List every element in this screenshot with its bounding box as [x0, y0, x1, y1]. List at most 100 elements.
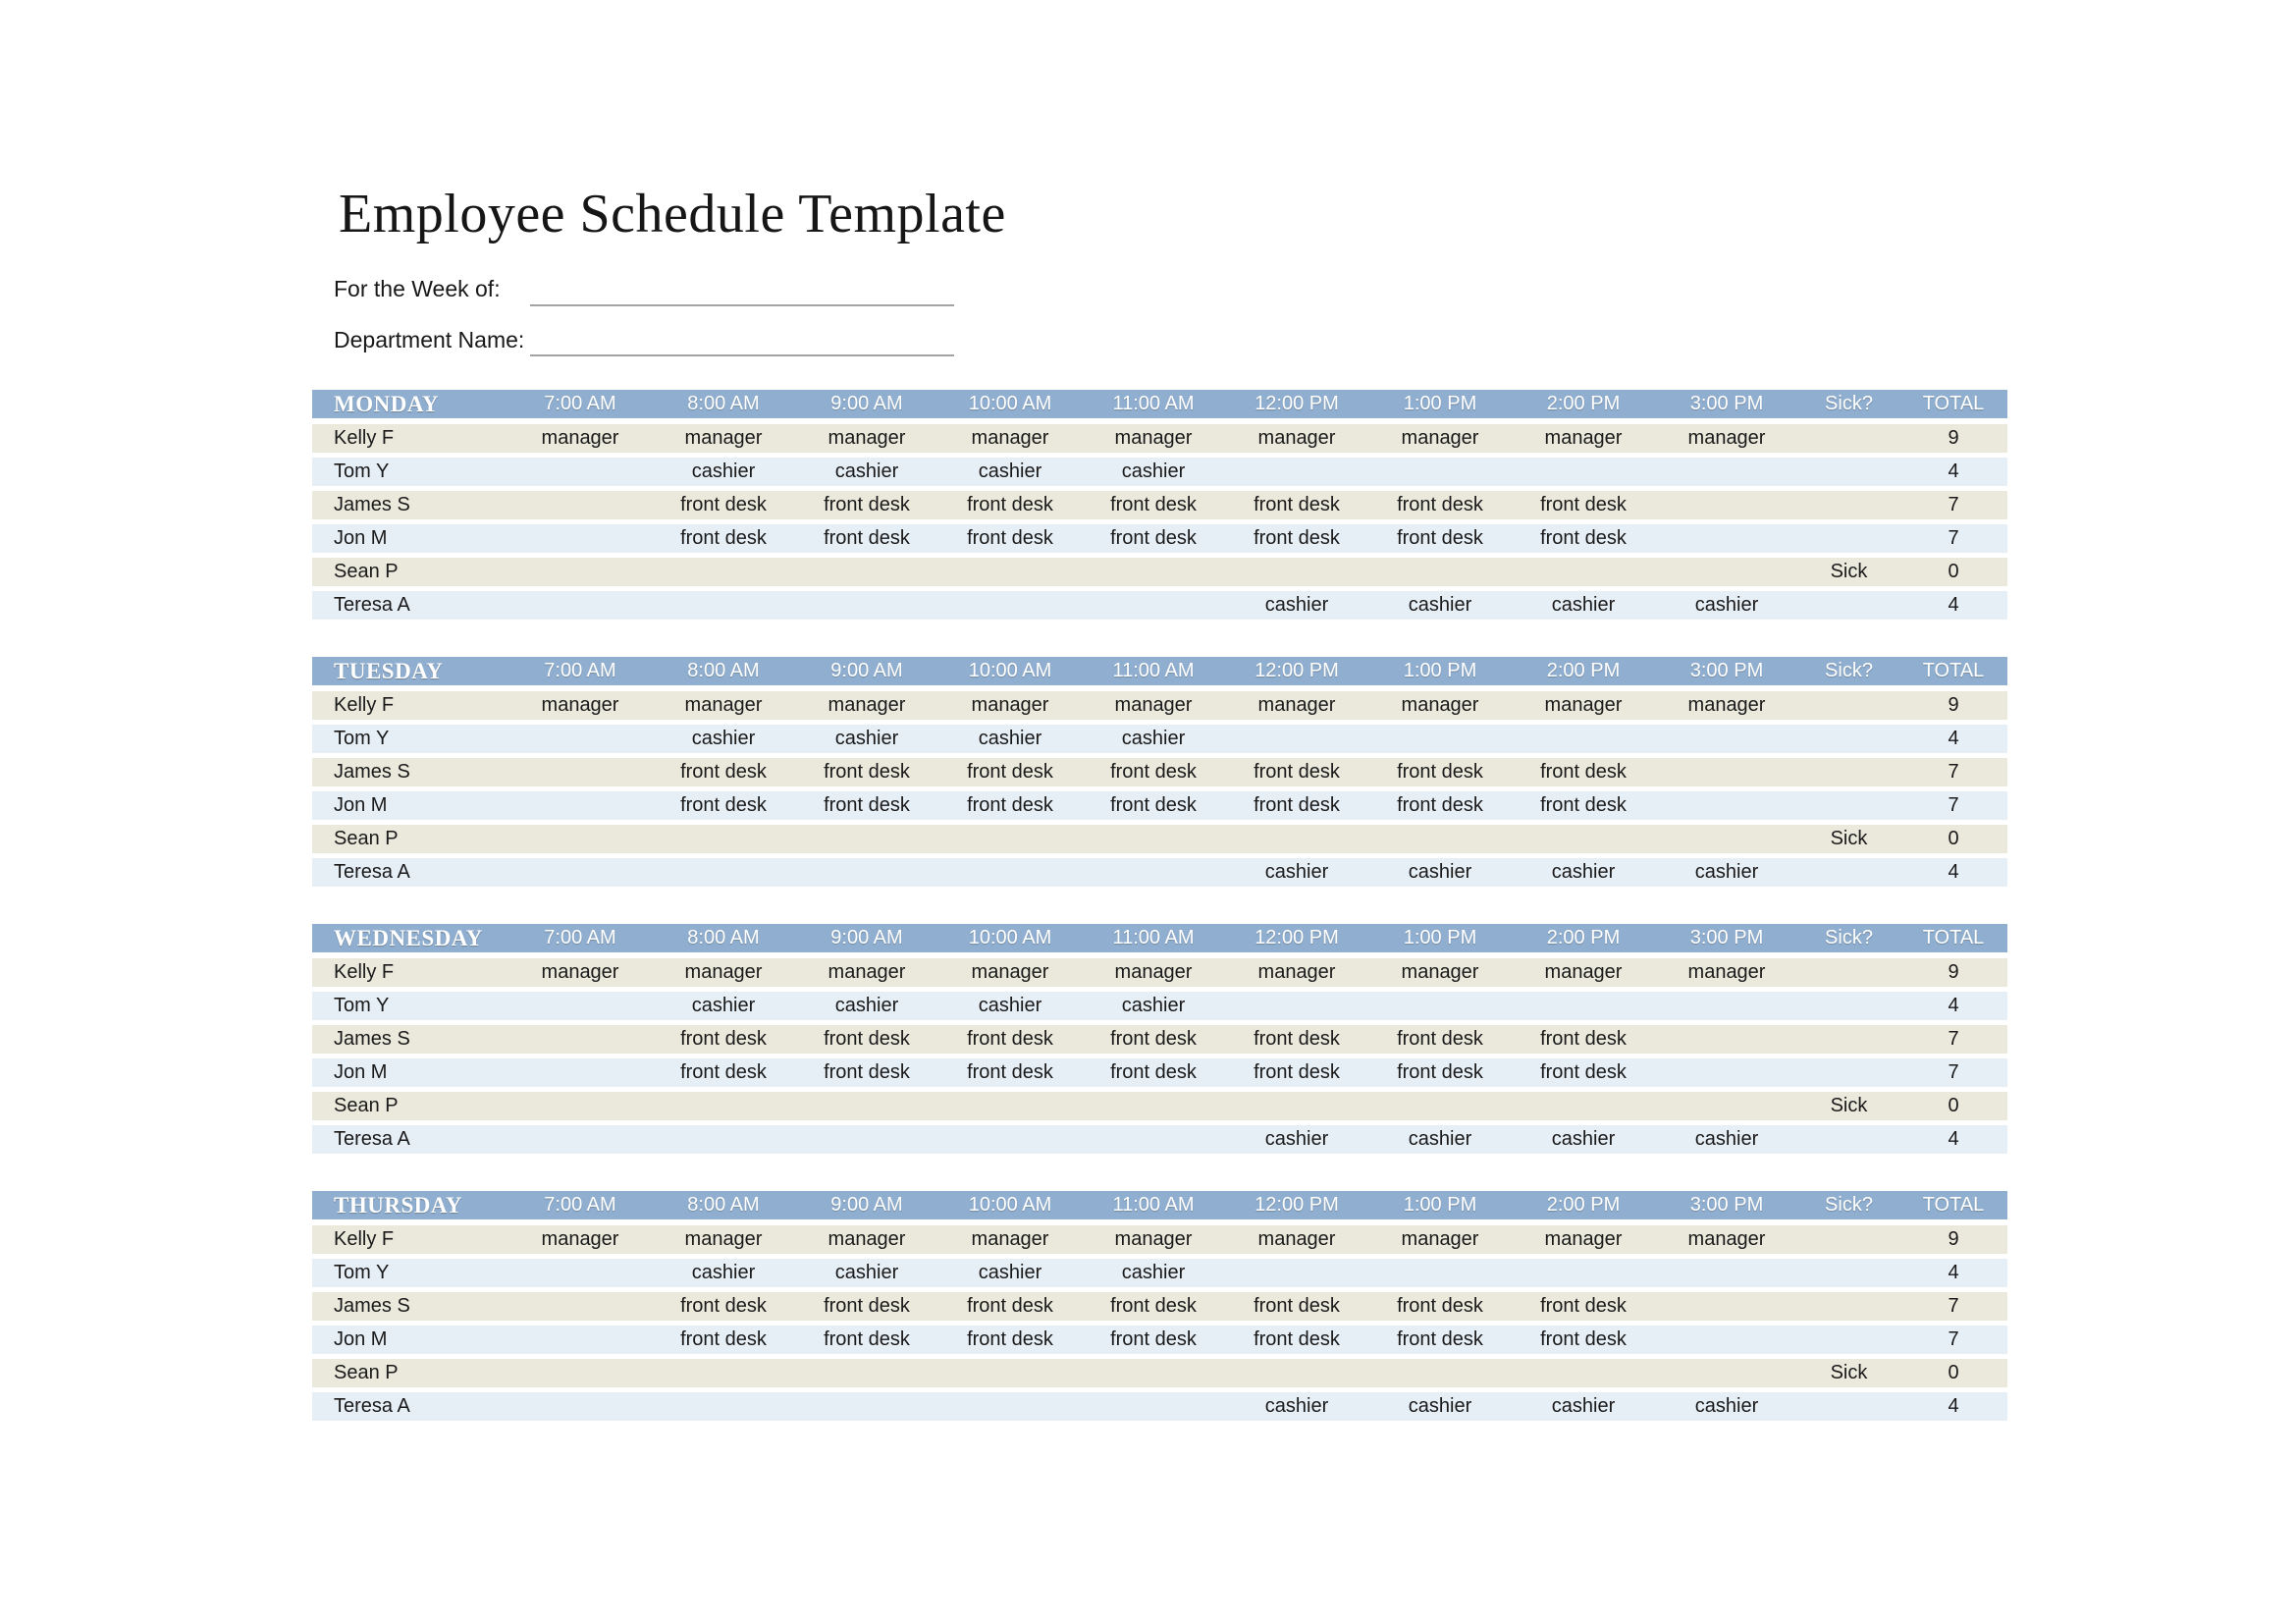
shift-cell: front desk: [1397, 1328, 1483, 1350]
shift-cell: cashier: [1408, 1395, 1472, 1417]
shift-cell: front desk: [1397, 1295, 1483, 1317]
shift-cell: manager: [541, 427, 619, 449]
employee-name: Sean P: [334, 1362, 399, 1383]
shift-cell: cashier: [1551, 1395, 1616, 1417]
shift-cell: manager: [1114, 1228, 1193, 1250]
column-header-1-00-pm: 1:00 PM: [1403, 393, 1477, 414]
total-cell: 9: [1948, 694, 1959, 716]
day-table-monday: MONDAY 7:00 AM 8:00 AM 9:00 AM 10:00 AM 11:00…: [312, 390, 2007, 620]
shift-cell: front desk: [1397, 794, 1483, 816]
shift-cell: cashier: [691, 995, 756, 1016]
day-name-label: MONDAY: [334, 391, 439, 416]
employee-row: Jon M front desk front desk front desk front…: [312, 791, 2007, 820]
shift-cell: front desk: [824, 794, 910, 816]
column-header-3-00-pm: 3:00 PM: [1689, 393, 1764, 414]
column-header-10-00-am: 10:00 AM: [968, 393, 1052, 414]
shift-cell: manager: [1544, 1228, 1623, 1250]
shift-cell: front desk: [680, 527, 767, 549]
employee-row: Kelly F manager manager manager manager manag…: [312, 691, 2007, 720]
day-header-row: WEDNESDAY 7:00 AM 8:00 AM 9:00 AM 10:00 AM 11…: [312, 924, 2007, 952]
shift-cell: front desk: [1540, 527, 1627, 549]
employee-row: Sean P Sick 0: [312, 1359, 2007, 1387]
shift-cell: manager: [541, 694, 619, 716]
shift-cell: manager: [828, 961, 906, 983]
day-header-row: THURSDAY 7:00 AM 8:00 AM 9:00 AM 10:00 AM 11:…: [312, 1191, 2007, 1219]
shift-cell: front desk: [1397, 494, 1483, 515]
column-header-11-00-am: 11:00 AM: [1112, 1194, 1195, 1216]
shift-cell: front desk: [1110, 527, 1197, 549]
column-header-7-00-am: 7:00 AM: [544, 927, 616, 948]
shift-cell: manager: [828, 694, 906, 716]
shift-cell: manager: [1544, 694, 1623, 716]
shift-cell: manager: [971, 1228, 1049, 1250]
shift-cell: manager: [1687, 1228, 1766, 1250]
total-cell: 0: [1948, 1362, 1959, 1383]
employee-row: Sean P Sick 0: [312, 825, 2007, 853]
shift-cell: front desk: [680, 1295, 767, 1317]
shift-cell: cashier: [1694, 1395, 1759, 1417]
shift-cell: cashier: [978, 460, 1042, 482]
shift-cell: front desk: [967, 527, 1053, 549]
total-cell: 9: [1948, 961, 1959, 983]
column-header-9-00-am: 9:00 AM: [830, 660, 903, 681]
column-header-sick: Sick?: [1825, 660, 1873, 681]
employee-row: James S front desk front desk front desk fro…: [312, 1025, 2007, 1054]
shift-cell: front desk: [1110, 1028, 1197, 1050]
total-cell: 0: [1948, 561, 1959, 582]
total-cell: 7: [1948, 1028, 1959, 1050]
employee-row: Kelly F manager manager manager manager manag…: [312, 958, 2007, 987]
day-name-label: TUESDAY: [334, 658, 444, 683]
total-cell: 4: [1948, 460, 1959, 482]
employee-name: Tom Y: [334, 460, 390, 482]
shift-cell: front desk: [1110, 1061, 1197, 1083]
shift-cell: manager: [1687, 694, 1766, 716]
shift-cell: front desk: [1254, 494, 1340, 515]
column-header-sick: Sick?: [1825, 393, 1873, 414]
shift-cell: front desk: [824, 494, 910, 515]
shift-cell: front desk: [967, 1061, 1053, 1083]
employee-name: Teresa A: [334, 1128, 410, 1150]
shift-cell: front desk: [824, 1028, 910, 1050]
shift-cell: cashier: [1264, 1128, 1329, 1150]
column-header-12-00-pm: 12:00 PM: [1255, 1194, 1339, 1216]
shift-cell: cashier: [1264, 594, 1329, 616]
shift-cell: front desk: [1254, 1061, 1340, 1083]
shift-cell: front desk: [967, 794, 1053, 816]
day-header-row: TUESDAY 7:00 AM 8:00 AM 9:00 AM 10:00 AM 11:0…: [312, 657, 2007, 685]
shift-cell: front desk: [967, 494, 1053, 515]
day-name-label: WEDNESDAY: [334, 925, 483, 950]
column-header-11-00-am: 11:00 AM: [1112, 927, 1195, 948]
shift-cell: manager: [828, 427, 906, 449]
shift-cell: front desk: [680, 1328, 767, 1350]
shift-cell: front desk: [967, 1295, 1053, 1317]
total-cell: 7: [1948, 1328, 1959, 1350]
employee-name: Tom Y: [334, 995, 390, 1016]
shift-cell: manager: [684, 1228, 763, 1250]
employee-name: Sean P: [334, 1095, 399, 1116]
employee-row: Teresa A cashier cashier cashier cashier 4: [312, 1392, 2007, 1421]
shift-cell: front desk: [824, 527, 910, 549]
shift-cell: cashier: [691, 460, 756, 482]
column-header-10-00-am: 10:00 AM: [968, 660, 1052, 681]
total-cell: 4: [1948, 1395, 1959, 1417]
shift-cell: manager: [1257, 694, 1336, 716]
employee-row: Jon M front desk front desk front desk front…: [312, 1058, 2007, 1087]
shift-cell: front desk: [1110, 494, 1197, 515]
shift-cell: manager: [1257, 961, 1336, 983]
shift-cell: cashier: [1551, 861, 1616, 883]
column-header-12-00-pm: 12:00 PM: [1255, 393, 1339, 414]
shift-cell: manager: [684, 961, 763, 983]
department-name-input[interactable]: [530, 331, 954, 356]
column-header-9-00-am: 9:00 AM: [830, 927, 903, 948]
employee-name: Teresa A: [334, 1395, 410, 1417]
week-of-input[interactable]: [530, 281, 954, 306]
shift-cell: manager: [541, 961, 619, 983]
total-cell: 9: [1948, 1228, 1959, 1250]
shift-cell: cashier: [1121, 1262, 1186, 1283]
total-cell: 7: [1948, 494, 1959, 515]
shift-cell: front desk: [1397, 1061, 1483, 1083]
employee-name: Kelly F: [334, 427, 395, 449]
total-cell: 4: [1948, 861, 1959, 883]
shift-cell: cashier: [978, 728, 1042, 749]
